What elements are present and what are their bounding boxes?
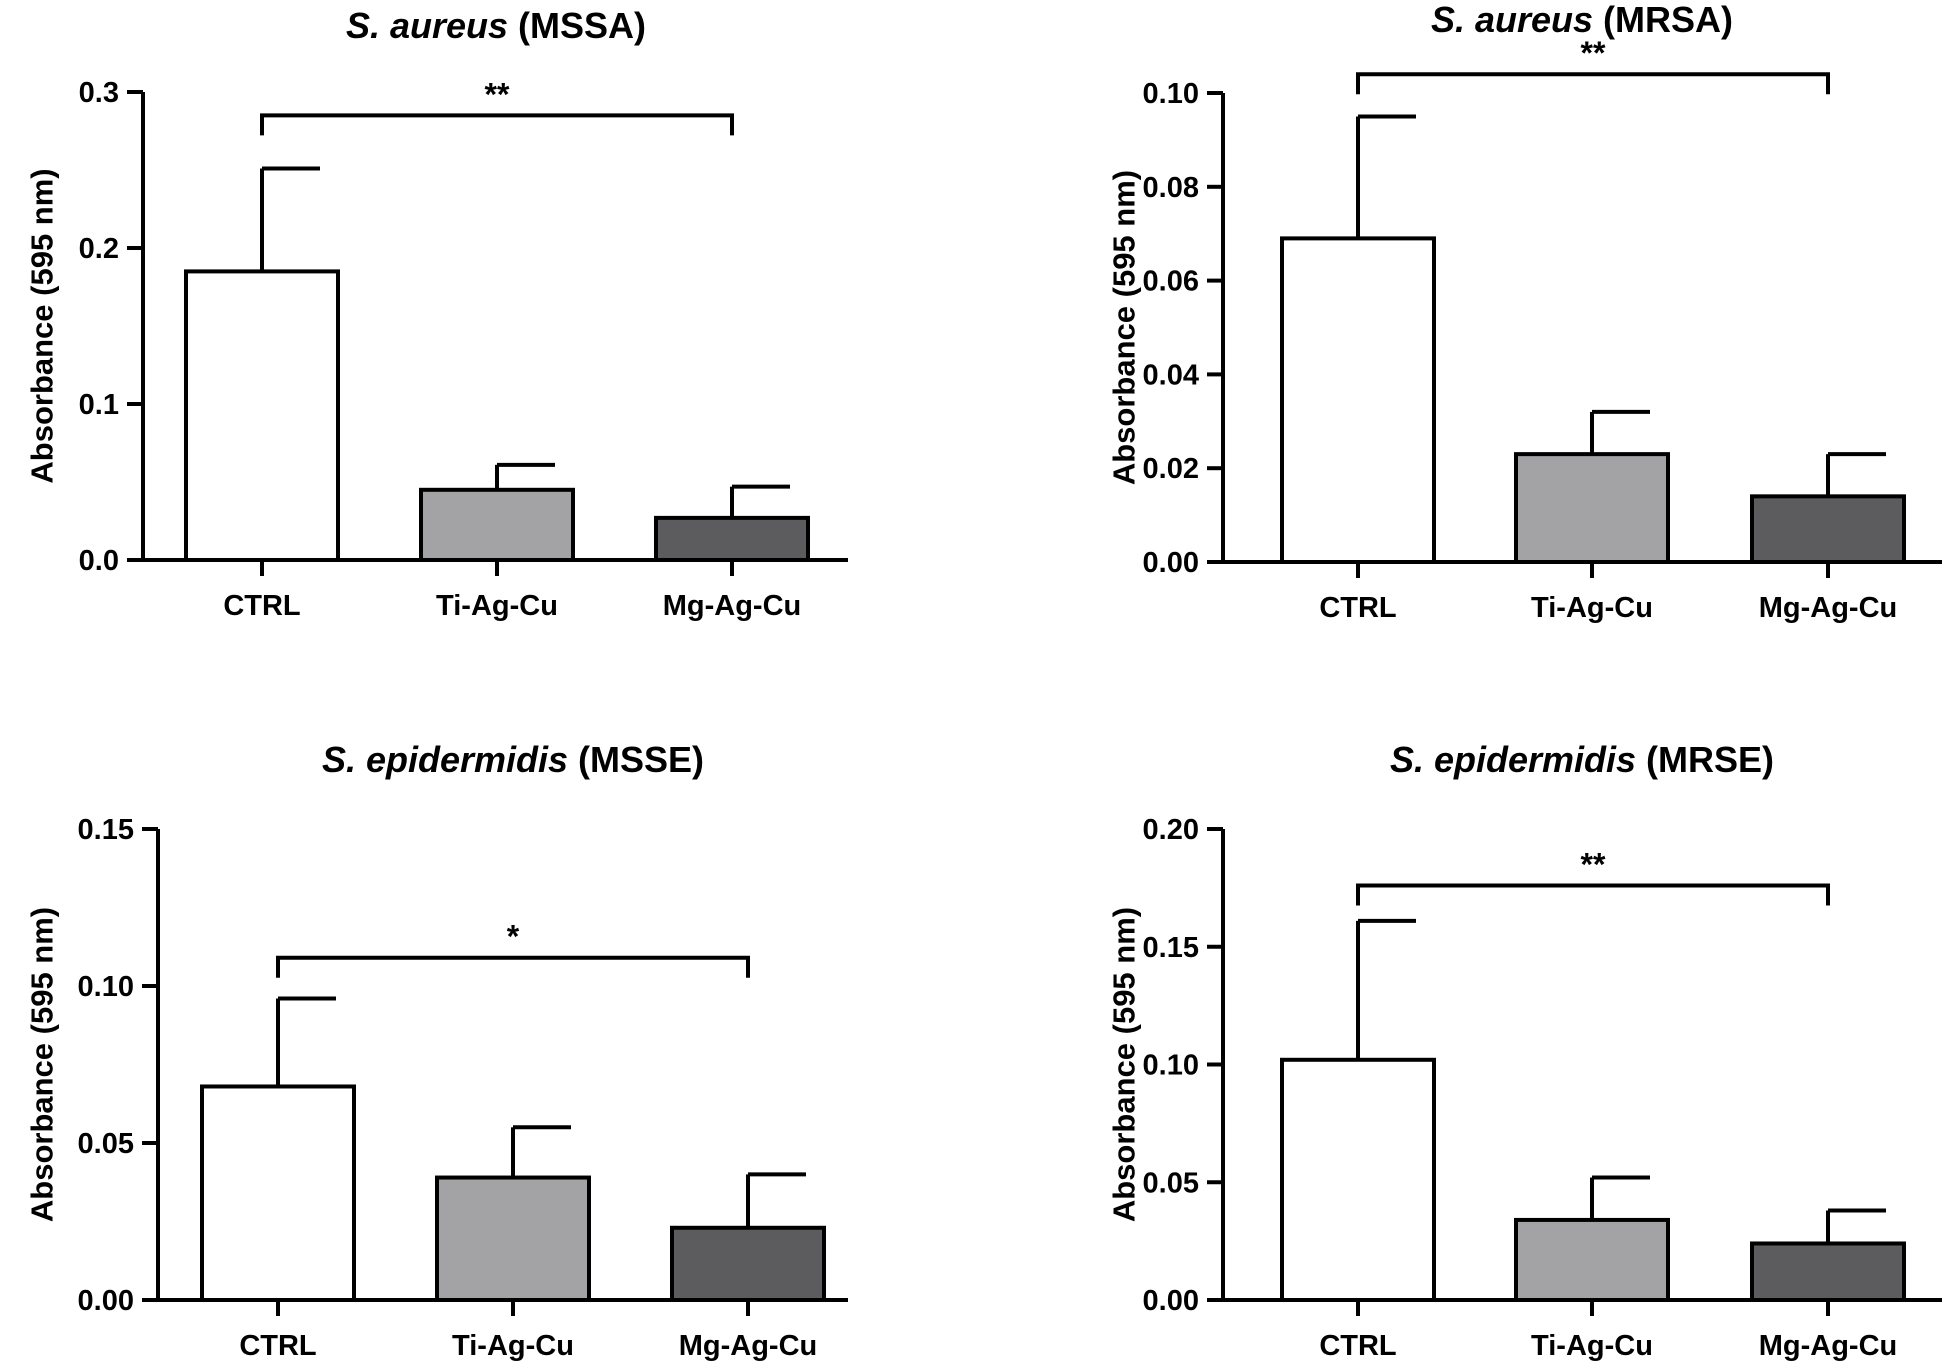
x-tick-label: Ti-Ag-Cu: [1531, 592, 1653, 624]
x-tick-label: CTRL: [239, 1330, 316, 1362]
chart-title-italic: S. epidermidis: [322, 739, 568, 780]
bar-ctrl: [200, 1084, 356, 1302]
y-tick-label: 0.1: [79, 389, 119, 421]
significance-label: **: [1581, 847, 1606, 883]
bar-ctrl: [184, 269, 340, 562]
chart-panel-3: S. epidermidis (MSSE) Absorbance (595 nm)…: [24, 739, 848, 1362]
y-tick-label: 0.06: [1143, 266, 1199, 298]
x-tick-label: Mg-Ag-Cu: [663, 590, 802, 622]
chart-title: S. aureus (MSSA): [346, 5, 646, 46]
chart-title: S. epidermidis (MRSE): [1390, 739, 1774, 780]
chart-title-italic: S. aureus: [1431, 0, 1593, 40]
chart-title-italic: S. aureus: [346, 5, 508, 46]
significance-bracket: [260, 113, 734, 136]
y-tick-label: 0.0: [79, 545, 119, 577]
bar-ctrl: [1280, 1057, 1436, 1303]
chart-panel-2: S. aureus (MRSA) Absorbance (595 nm) 0.00 0…: [1106, 0, 1942, 624]
x-tick-label: Ti-Ag-Cu: [436, 590, 558, 622]
chart-title: S. aureus (MRSA): [1431, 0, 1733, 40]
bar-mg-ag-cu: [654, 515, 810, 563]
significance-bracket: [1356, 883, 1830, 906]
chart-title: S. epidermidis (MSSE): [322, 739, 704, 780]
y-axis-label: Absorbance (595 nm): [1106, 907, 1141, 1222]
x-tick-label: CTRL: [223, 590, 300, 622]
y-tick-label: 0.20: [1143, 814, 1199, 846]
x-tick-label: CTRL: [1319, 1330, 1396, 1362]
y-tick-label: 0.02: [1143, 453, 1199, 485]
chart-title-italic: S. epidermidis: [1390, 739, 1636, 780]
x-tick-label: Mg-Ag-Cu: [1759, 1330, 1898, 1362]
y-tick-label: 0.15: [78, 814, 134, 846]
y-axis-label: Absorbance (595 nm): [24, 168, 59, 483]
y-tick-label: 0.05: [78, 1128, 134, 1160]
y-axis-label: Absorbance (595 nm): [1106, 170, 1141, 485]
x-tick-label: Mg-Ag-Cu: [679, 1330, 818, 1362]
bar-ti-ag-cu: [435, 1175, 591, 1303]
chart-title-rest: (MRSE): [1636, 739, 1774, 780]
chart-panel-1: S. aureus (MSSA) Absorbance (595 nm) 0.0 0.…: [24, 5, 848, 622]
x-tick-label: CTRL: [1319, 592, 1396, 624]
significance-bracket: [276, 955, 750, 978]
bar-mg-ag-cu: [1750, 1241, 1906, 1302]
y-tick-label: 0.04: [1143, 359, 1199, 391]
y-tick-label: 0.10: [78, 971, 134, 1003]
significance-label: *: [507, 919, 520, 955]
x-tick-label: Ti-Ag-Cu: [1531, 1330, 1653, 1362]
chart-title-rest: (MRSA): [1593, 0, 1733, 40]
y-tick-label: 0.15: [1143, 932, 1199, 964]
y-tick-label: 0.10: [1143, 78, 1199, 110]
y-axis-label: Absorbance (595 nm): [24, 907, 59, 1222]
bar-ti-ag-cu: [1514, 452, 1670, 565]
x-tick-label: Ti-Ag-Cu: [452, 1330, 574, 1362]
x-tick-label: Mg-Ag-Cu: [1759, 592, 1898, 624]
bar-ti-ag-cu: [1514, 1217, 1670, 1303]
significance-label: **: [485, 76, 510, 112]
chart-title-rest: (MSSE): [568, 739, 704, 780]
bar-ti-ag-cu: [419, 487, 575, 562]
y-tick-label: 0.2: [79, 233, 119, 265]
y-tick-label: 0.05: [1143, 1167, 1199, 1199]
bar-mg-ag-cu: [670, 1225, 826, 1303]
chart-panel-4: S. epidermidis (MRSE) Absorbance (595 nm)…: [1106, 739, 1942, 1362]
chart-title-rest: (MSSA): [508, 5, 646, 46]
y-tick-label: 0.00: [1143, 547, 1199, 579]
y-tick-label: 0.10: [1143, 1050, 1199, 1082]
bar-ctrl: [1280, 236, 1436, 564]
y-tick-label: 0.08: [1143, 172, 1199, 204]
y-tick-label: 0.3: [79, 77, 119, 109]
y-tick-label: 0.00: [1143, 1285, 1199, 1317]
y-tick-label: 0.00: [78, 1285, 134, 1317]
significance-label: **: [1581, 35, 1606, 71]
bar-mg-ag-cu: [1750, 494, 1906, 564]
significance-bracket: [1356, 72, 1830, 95]
